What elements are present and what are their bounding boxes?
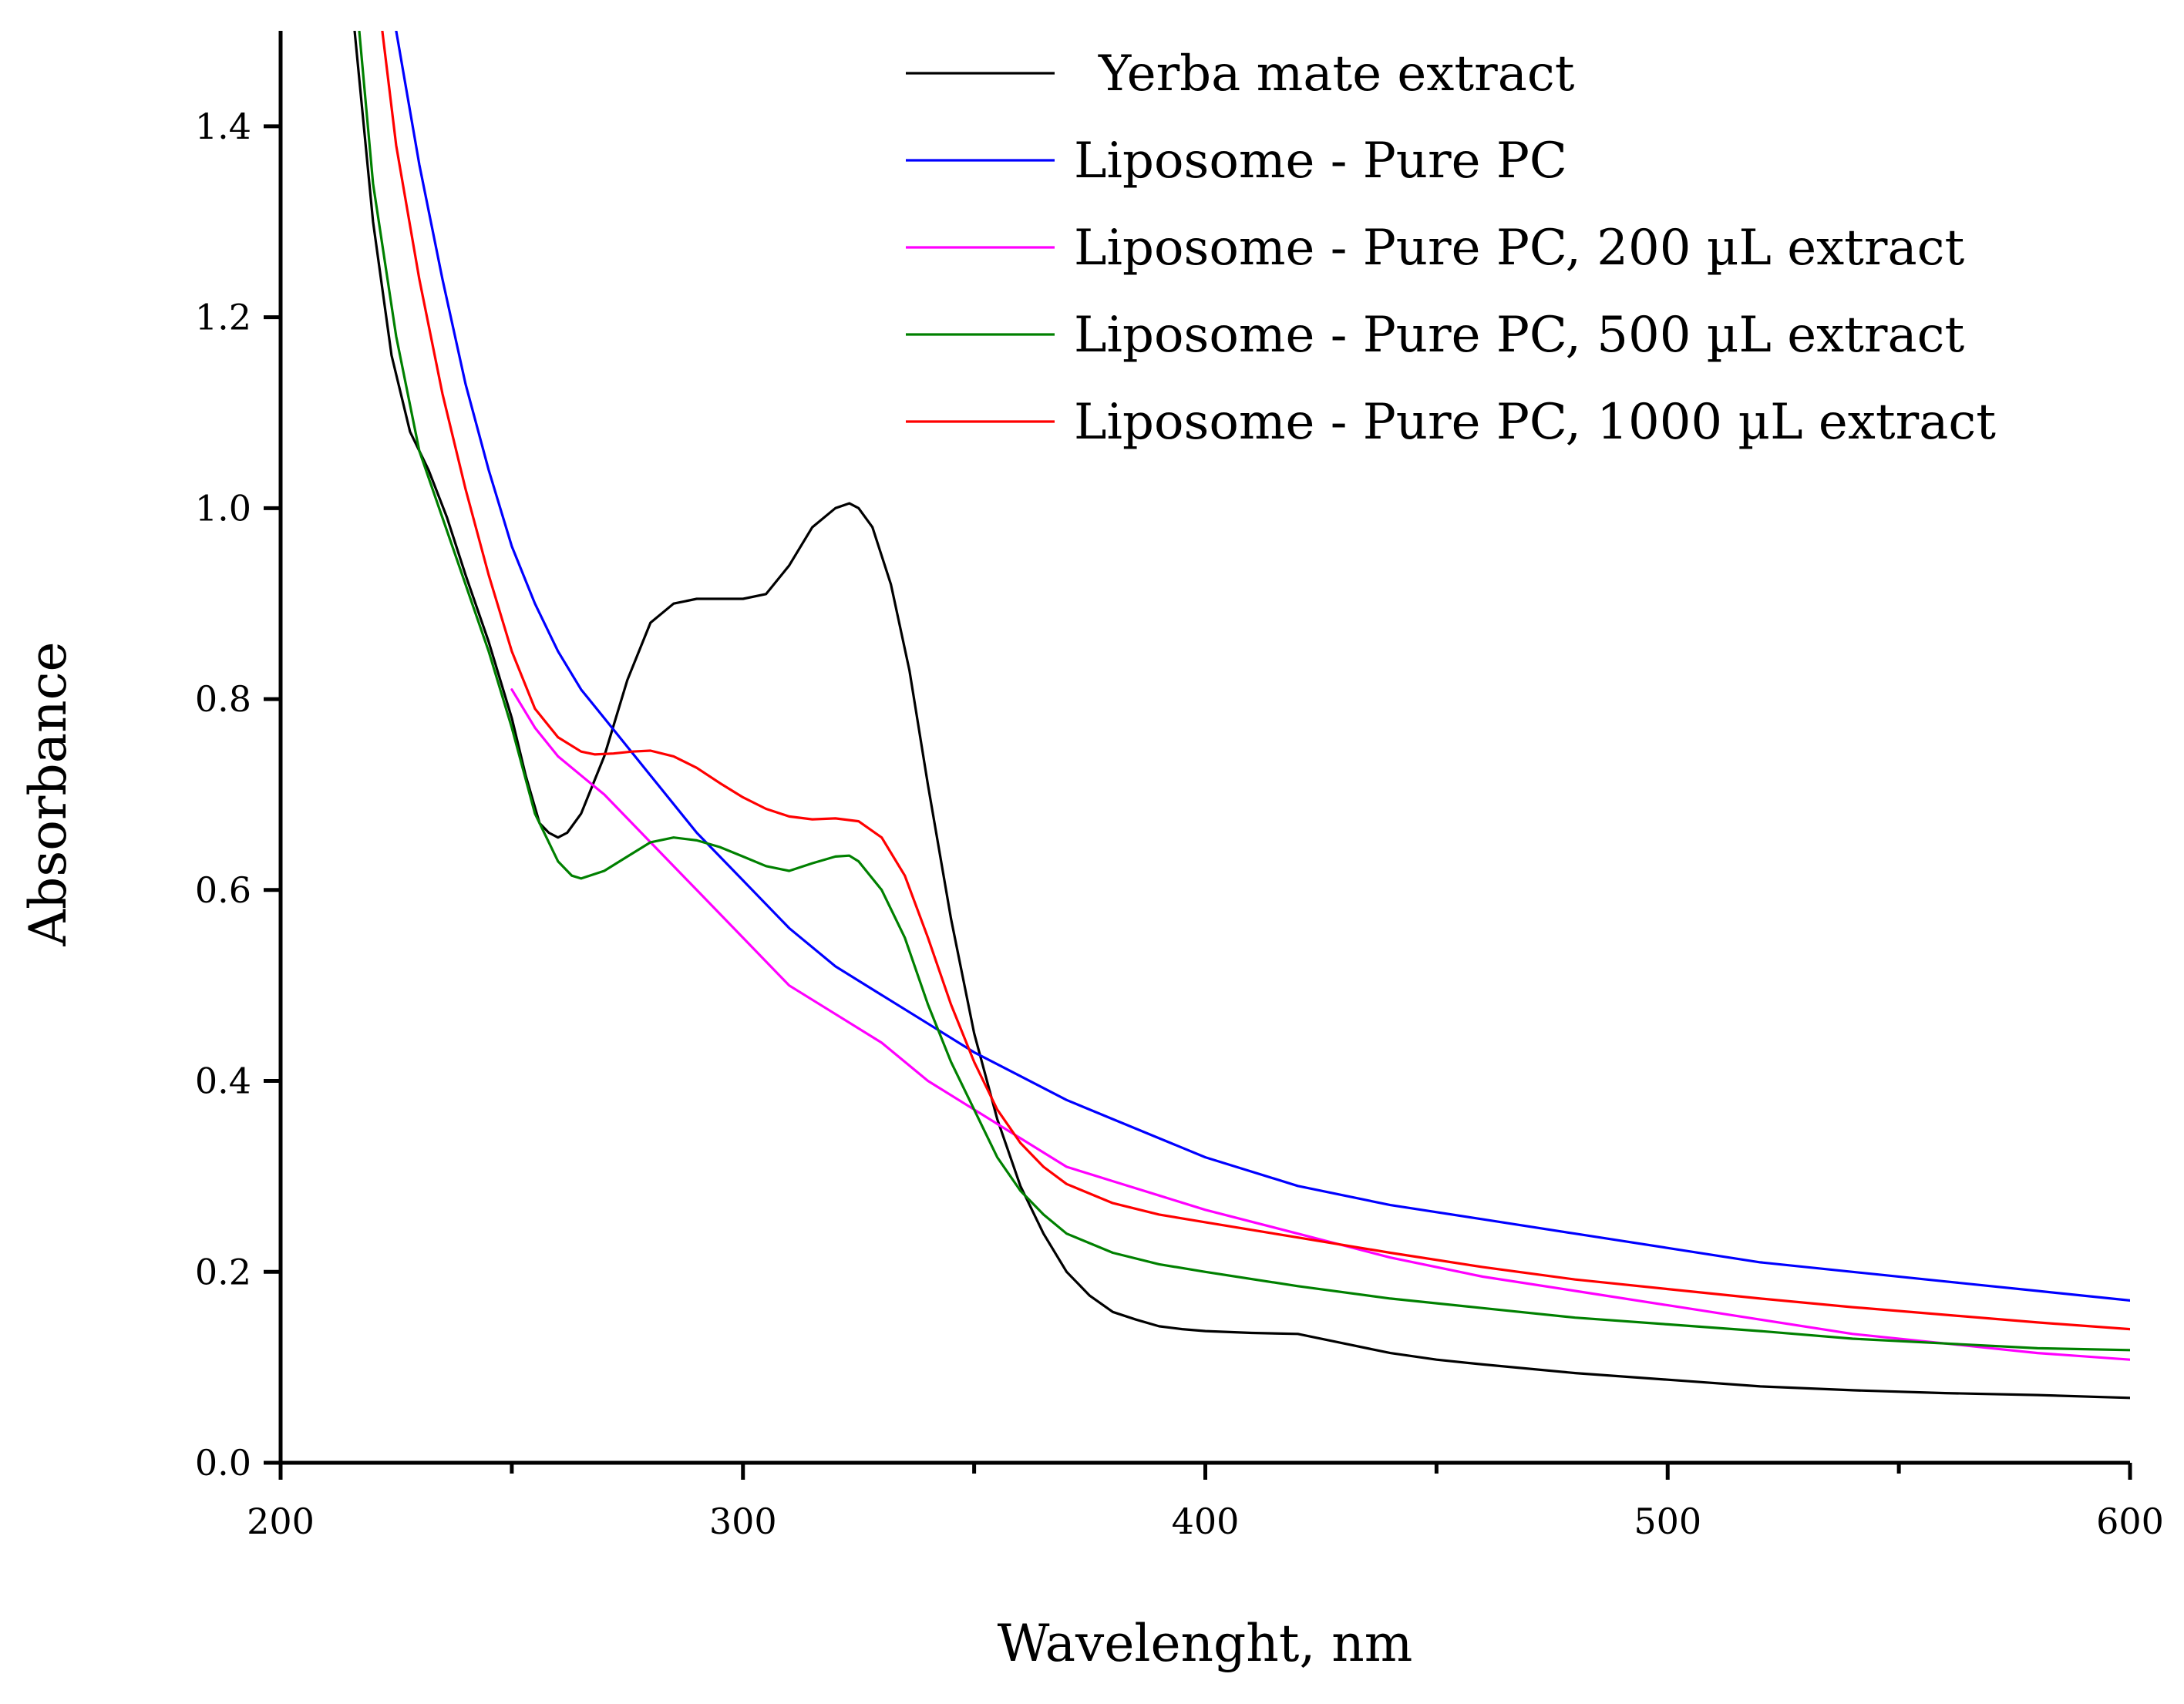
legend-label-4: Liposome - Pure PC, 500 µL extract	[1074, 307, 1964, 364]
legend-label-1: Yerba mate extract	[1098, 45, 1575, 103]
x-ticks: 200 300 400 500 600	[247, 1463, 2164, 1542]
y-tick-label: 1.4	[195, 106, 251, 147]
series-line-3	[510, 688, 2130, 1361]
y-tick-label: 0.6	[195, 869, 251, 911]
plot-area	[353, 31, 2130, 1400]
x-tick-label: 400	[1172, 1501, 1240, 1542]
x-tick-label: 500	[1634, 1501, 1701, 1542]
x-axis-title: Wavelenght, nm	[998, 1614, 1413, 1673]
y-ticks: 0.0 0.2 0.4 0.6 0.8 1.0 1.2 1.4	[195, 106, 281, 1484]
y-tick-label: 1.2	[195, 297, 251, 338]
series-line-2	[395, 31, 2130, 1302]
y-tick-label: 0.2	[195, 1251, 251, 1292]
x-tick-label: 300	[709, 1501, 777, 1542]
legend-label-2: Liposome - Pure PC	[1074, 133, 1567, 190]
y-tick-label: 1.0	[195, 487, 251, 529]
x-tick-label: 200	[247, 1501, 315, 1542]
x-tick-label: 600	[2096, 1501, 2164, 1542]
series-line-5	[381, 31, 2130, 1331]
series-line-1	[353, 31, 2130, 1400]
y-tick-label: 0.4	[195, 1060, 251, 1102]
y-tick-label: 0.0	[195, 1442, 251, 1484]
y-tick-label: 0.8	[195, 678, 251, 720]
series-line-4	[358, 31, 2130, 1352]
legend-label-3: Liposome - Pure PC, 200 µL extract	[1074, 220, 1964, 277]
legend: Yerba mate extract Liposome - Pure PC Lipo…	[906, 45, 1996, 451]
y-axis-title: Absorbance	[19, 641, 78, 946]
legend-label-5: Liposome - Pure PC, 1000 µL extract	[1074, 394, 1996, 451]
